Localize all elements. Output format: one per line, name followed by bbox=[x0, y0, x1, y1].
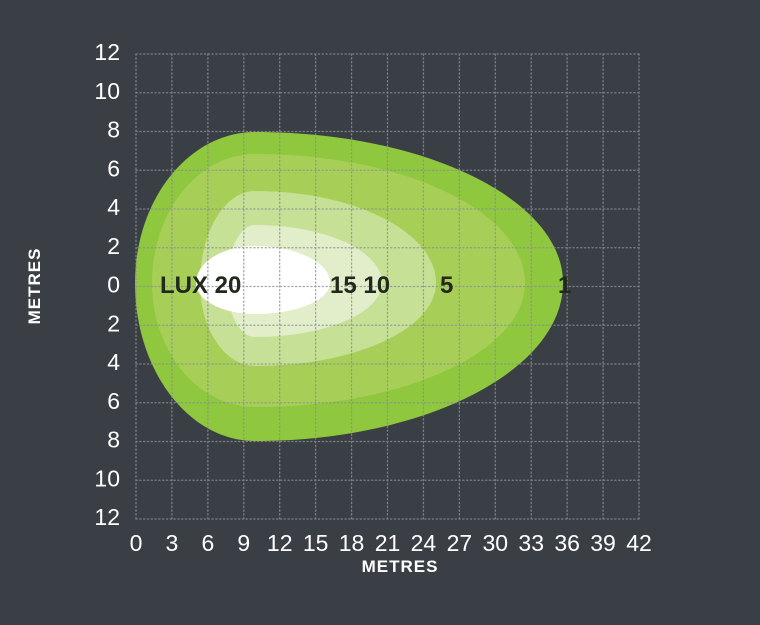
svg-text:3: 3 bbox=[166, 530, 179, 556]
svg-text:1: 1 bbox=[558, 272, 571, 299]
svg-text:42: 42 bbox=[626, 530, 652, 556]
svg-text:METRES: METRES bbox=[362, 557, 439, 576]
svg-text:8: 8 bbox=[107, 427, 120, 453]
svg-text:2: 2 bbox=[107, 310, 120, 336]
svg-text:METRES: METRES bbox=[25, 248, 44, 325]
svg-text:39: 39 bbox=[590, 530, 616, 556]
svg-text:27: 27 bbox=[447, 530, 473, 556]
svg-text:9: 9 bbox=[237, 530, 250, 556]
svg-text:LUX 20: LUX 20 bbox=[160, 272, 241, 299]
svg-text:24: 24 bbox=[411, 530, 437, 556]
svg-text:12: 12 bbox=[94, 504, 120, 530]
svg-text:18: 18 bbox=[339, 530, 365, 556]
svg-text:15 10: 15 10 bbox=[330, 272, 390, 299]
svg-text:12: 12 bbox=[267, 530, 293, 556]
svg-text:4: 4 bbox=[107, 349, 120, 375]
svg-text:15: 15 bbox=[303, 530, 329, 556]
svg-text:10: 10 bbox=[94, 78, 120, 104]
svg-text:36: 36 bbox=[554, 530, 580, 556]
svg-text:33: 33 bbox=[518, 530, 544, 556]
svg-text:6: 6 bbox=[107, 388, 120, 414]
svg-text:0: 0 bbox=[130, 530, 143, 556]
svg-text:21: 21 bbox=[375, 530, 401, 556]
svg-text:0: 0 bbox=[107, 272, 120, 298]
svg-text:5: 5 bbox=[440, 272, 453, 299]
svg-text:6: 6 bbox=[107, 155, 120, 181]
svg-text:6: 6 bbox=[201, 530, 214, 556]
svg-text:30: 30 bbox=[482, 530, 508, 556]
svg-text:2: 2 bbox=[107, 233, 120, 259]
svg-text:12: 12 bbox=[94, 39, 120, 65]
svg-text:4: 4 bbox=[107, 194, 120, 220]
svg-text:10: 10 bbox=[94, 465, 120, 491]
svg-text:8: 8 bbox=[107, 117, 120, 143]
